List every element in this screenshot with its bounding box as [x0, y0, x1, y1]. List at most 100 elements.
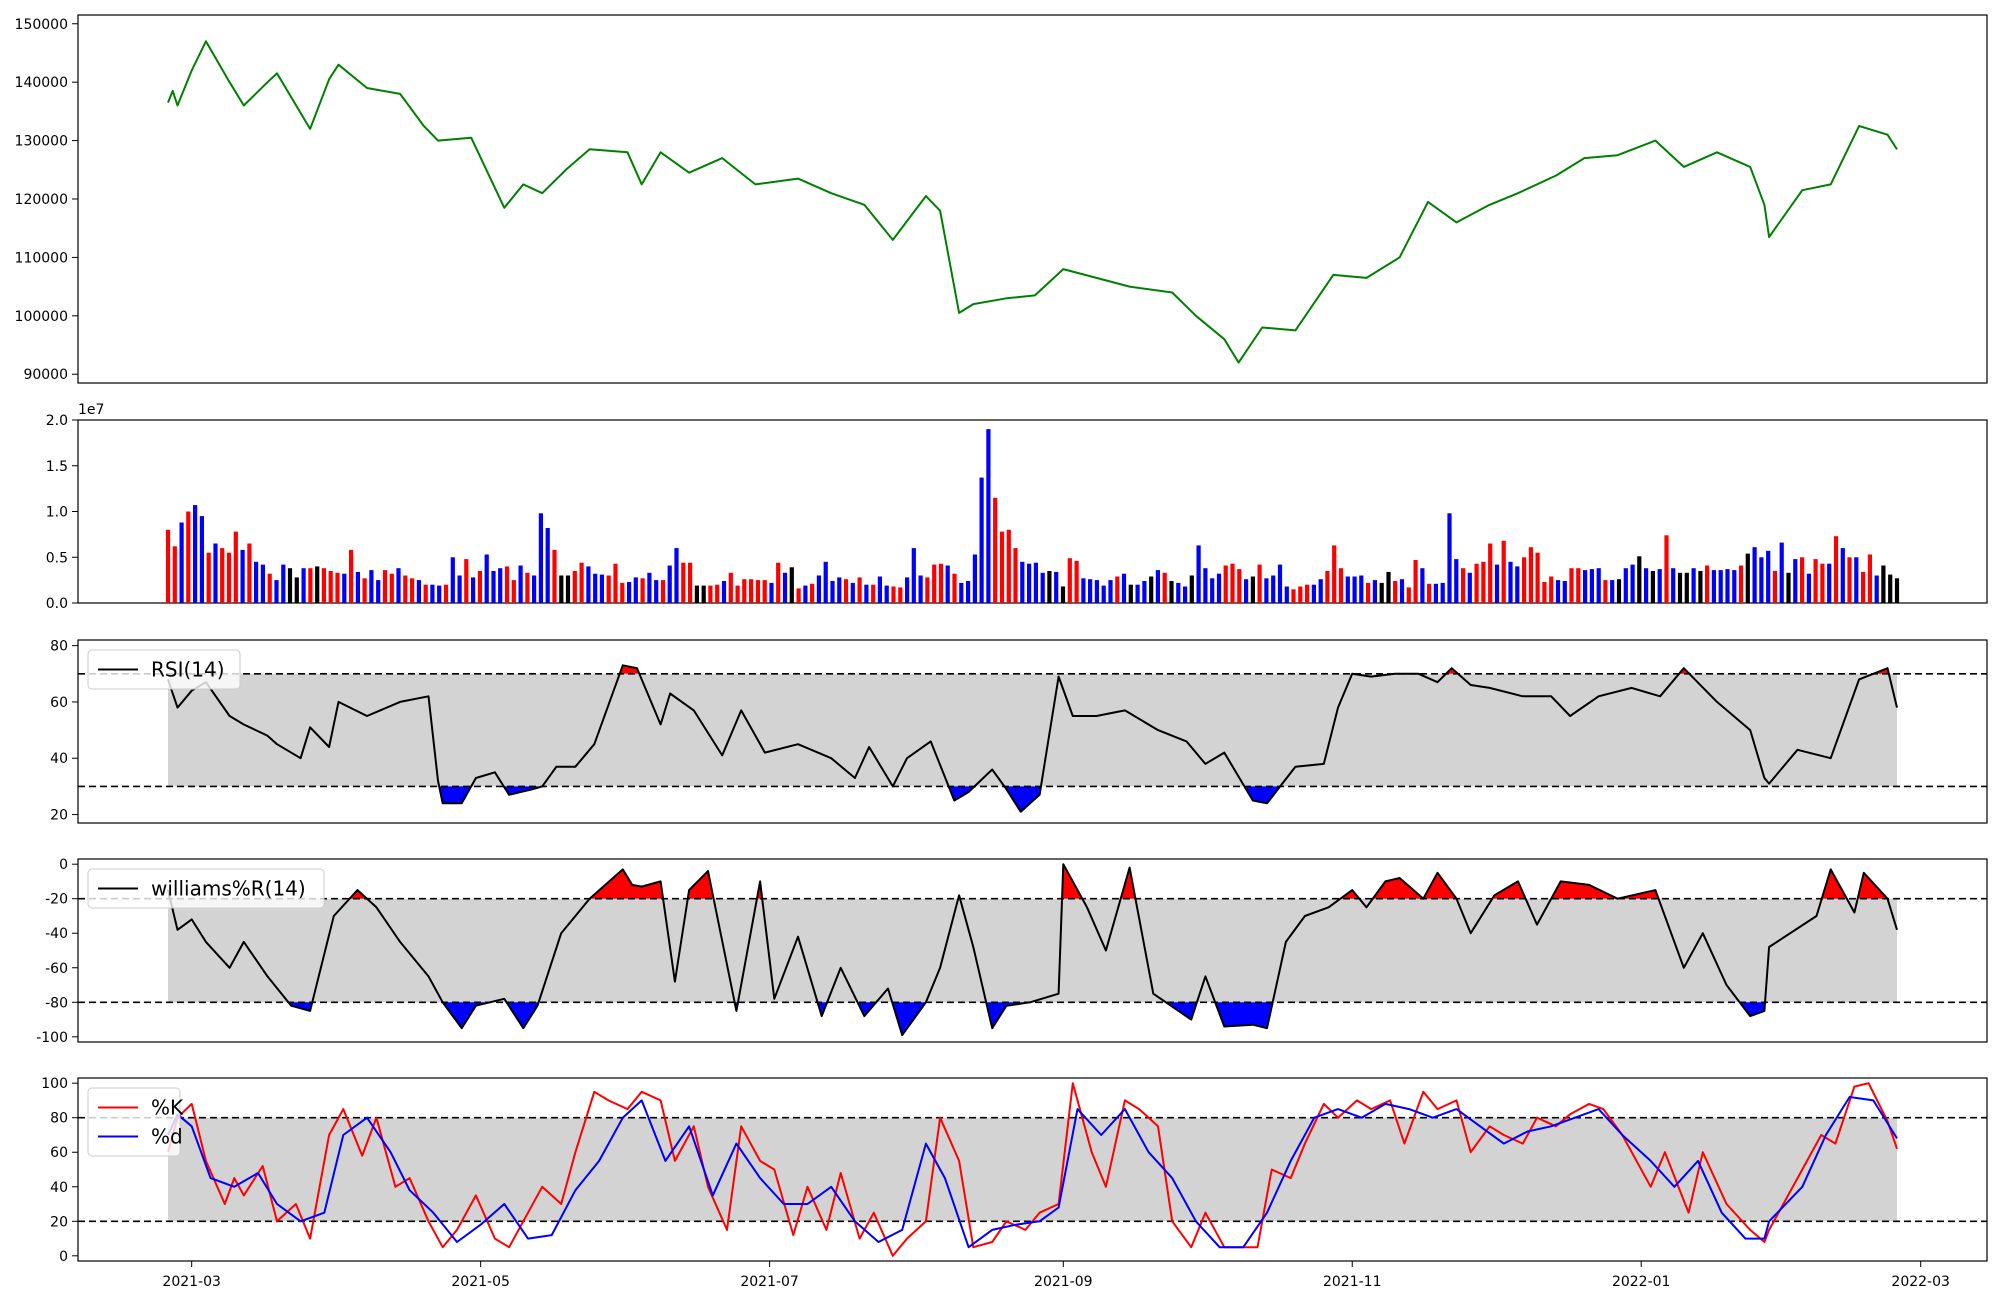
volume-bar: [1772, 571, 1777, 603]
volume-bar: [749, 579, 754, 603]
volume-bar: [287, 568, 293, 603]
volume-bar: [1033, 562, 1038, 603]
volume-bar: [1806, 573, 1811, 603]
volume-bar: [1833, 536, 1839, 603]
williams-overbought-fill: [1372, 878, 1424, 899]
volume-bar: [1345, 576, 1350, 603]
volume-bar: [715, 584, 720, 603]
volume-bar: [1121, 573, 1127, 603]
williams-oversold-fill: [288, 1002, 313, 1011]
volume-bar: [1461, 568, 1466, 603]
volume-bar: [993, 497, 998, 603]
volume-bar: [1250, 576, 1255, 603]
rsi-overbought-fill: [619, 665, 640, 674]
volume-bar: [254, 561, 259, 603]
rsi-oversold-fill: [1004, 786, 1041, 812]
volume-bar: [1176, 582, 1181, 603]
volume-bar: [837, 577, 842, 603]
price-ytick-label: 90000: [23, 367, 68, 383]
volume-bar: [247, 543, 252, 603]
volume-bar: [342, 573, 347, 603]
volume-bar: [1047, 571, 1052, 603]
volume-panel: 0.0 0.5 1.0 1.5 2.0 1e7: [46, 402, 1988, 612]
volume-bar: [1610, 580, 1615, 603]
volume-bar: [1230, 563, 1235, 603]
volume-bar: [1352, 576, 1357, 603]
volume-bar: [1244, 579, 1249, 603]
volume-bar: [165, 529, 171, 603]
volume-bar: [1155, 570, 1160, 603]
volume-bar: [789, 567, 794, 603]
volume-bar: [321, 568, 326, 603]
volume-bar: [721, 581, 727, 603]
volume-bar: [1372, 580, 1377, 603]
volume-bar: [681, 562, 686, 603]
volume-bar: [593, 573, 598, 603]
volume-bar: [823, 561, 828, 603]
williams-overbought-fill: [1120, 867, 1136, 899]
volume-bar: [1650, 571, 1655, 603]
volume-bar: [660, 580, 666, 603]
volume-bar: [1440, 582, 1445, 603]
volume-bar: [884, 585, 889, 603]
volume-bar: [572, 571, 577, 603]
volume-bar: [552, 549, 557, 603]
volume-bar: [911, 548, 916, 603]
x-tick-label: 2022-01: [1612, 1274, 1671, 1290]
volume-bar: [484, 554, 489, 603]
price-frame: [77, 14, 1988, 384]
volume-bar: [1711, 570, 1716, 603]
volume-bar: [1881, 565, 1886, 603]
volume-bar: [803, 585, 808, 603]
volume-bar: [1494, 564, 1500, 603]
volume-bar: [559, 575, 564, 603]
volume-bar: [1379, 582, 1384, 603]
volume-bar: [1820, 563, 1825, 603]
volume-ytick-label: 0.0: [46, 596, 68, 612]
volume-bar: [1366, 582, 1371, 603]
volume-bar: [1027, 563, 1032, 603]
williams-ytick-label: -100: [36, 1030, 68, 1046]
volume-bar: [1298, 586, 1303, 603]
volume-bar: [1508, 561, 1513, 603]
volume-bar: [1562, 581, 1567, 603]
volume-bar: [464, 559, 469, 603]
volume-bar: [1488, 543, 1493, 603]
volume-bar: [979, 477, 984, 603]
stochastic-band: [168, 1117, 1897, 1222]
volume-bar: [1447, 513, 1452, 603]
williams-ytick-label: -20: [45, 892, 68, 908]
stochastic-legend-label: %K: [151, 1096, 184, 1120]
volume-bar: [518, 565, 523, 603]
volume-bar: [932, 564, 937, 603]
x-tick-label: 2022-03: [1891, 1274, 1950, 1290]
stochastic-ytick-label: 100: [41, 1076, 68, 1092]
volume-bar: [281, 564, 286, 603]
volume-bar: [1020, 561, 1025, 603]
stochastic-ytick-label: 40: [50, 1180, 68, 1196]
volume-bar: [179, 522, 184, 603]
volume-bar: [1135, 584, 1140, 603]
volume-bar: [226, 552, 232, 603]
volume-bar: [1108, 580, 1113, 603]
williams-oversold-fill: [506, 1002, 539, 1029]
volume-bar: [1657, 569, 1662, 603]
volume-bar: [1732, 570, 1737, 603]
volume-multiplier-label: 1e7: [78, 402, 104, 418]
stochastic-ytick-label: 60: [50, 1145, 68, 1161]
volume-bar: [1338, 568, 1344, 603]
volume-bar: [708, 585, 713, 603]
volume-bar: [308, 568, 313, 603]
rsi-ytick-label: 40: [50, 751, 68, 767]
volume-bar: [1569, 568, 1574, 603]
volume-bar: [1644, 568, 1649, 603]
volume-bar: [328, 571, 333, 603]
volume-bar: [1738, 565, 1744, 603]
volume-bar: [233, 531, 238, 603]
rsi-frame: [77, 639, 1988, 824]
volume-bar: [504, 566, 510, 603]
volume-bar: [1128, 584, 1133, 603]
volume-bar: [1040, 572, 1045, 603]
volume-bar: [755, 580, 760, 603]
volume-bar: [193, 505, 198, 603]
